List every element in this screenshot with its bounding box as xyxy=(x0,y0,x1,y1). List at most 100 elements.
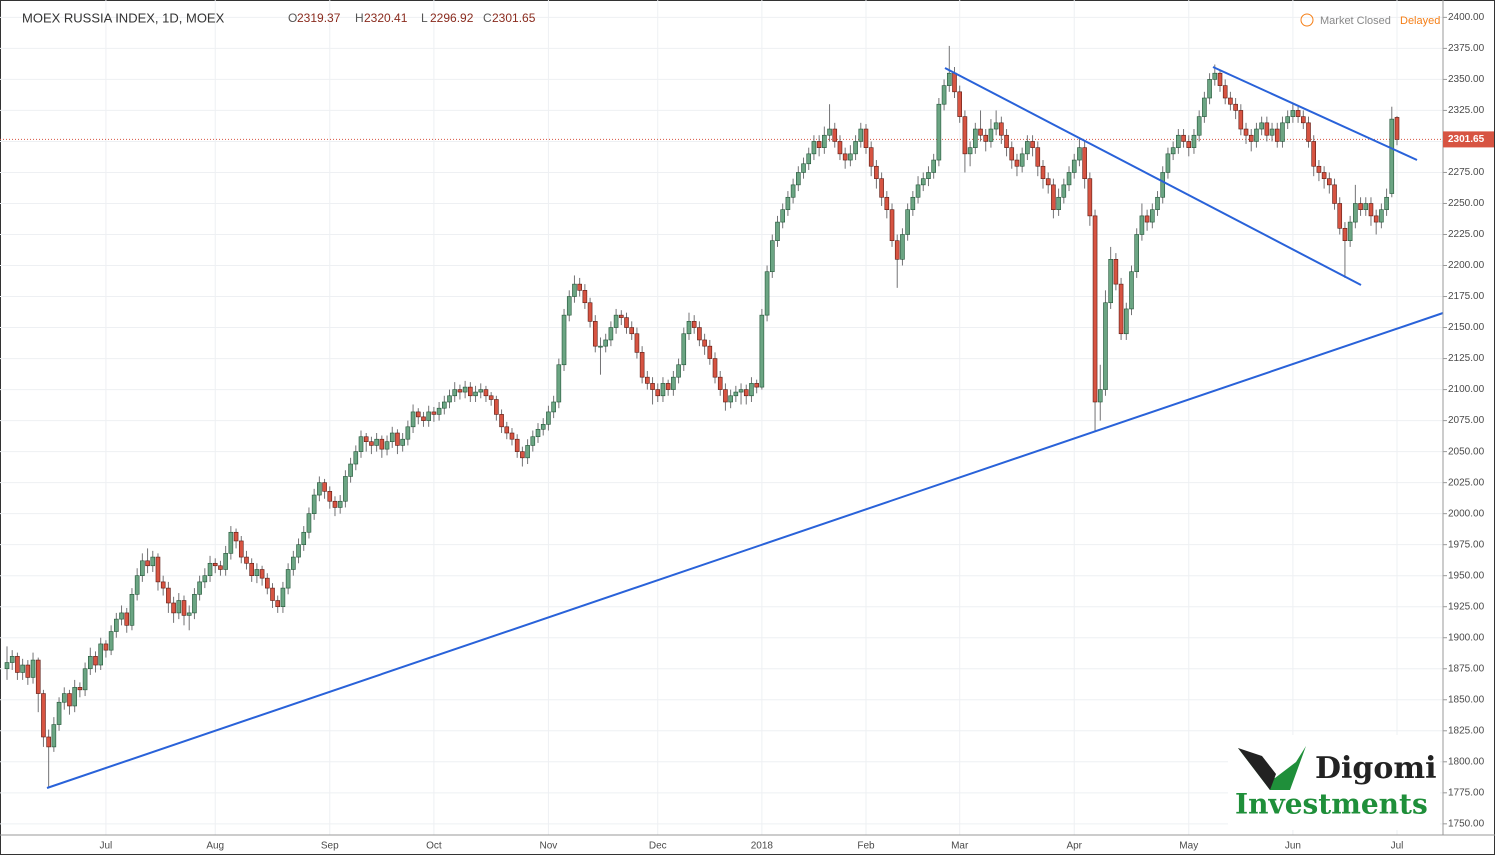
candle-body xyxy=(20,664,25,673)
candle-body xyxy=(1233,103,1238,111)
candle-body xyxy=(629,327,635,335)
candle-body xyxy=(369,441,374,446)
candle-body xyxy=(343,476,348,502)
candle-body xyxy=(1259,122,1264,130)
candle-body xyxy=(973,128,978,148)
candle-body xyxy=(520,451,525,459)
candle-body xyxy=(353,451,359,465)
logo: Digomi Investments xyxy=(1228,735,1440,830)
candle-body xyxy=(1207,79,1212,99)
x-tick-label: May xyxy=(1179,841,1198,852)
logo-bg xyxy=(1228,735,1440,830)
candle-body xyxy=(551,401,556,413)
candle-body xyxy=(566,296,572,316)
candle-body xyxy=(655,389,661,397)
candle-body xyxy=(98,643,104,666)
symbol: MOEX RUSSIA INDEX, 1D, MOEX xyxy=(22,10,225,25)
candle-body xyxy=(1212,72,1218,80)
candle-body xyxy=(775,221,780,241)
y-tick-label: 2200.00 xyxy=(1448,260,1485,271)
candle-body xyxy=(1384,196,1389,210)
candle-body xyxy=(317,482,322,496)
status-icon xyxy=(1300,13,1314,27)
candle-body xyxy=(1056,196,1061,210)
candle-body xyxy=(587,302,593,322)
candle-body xyxy=(785,196,791,210)
candle-body xyxy=(946,72,952,86)
status: Market Closed Delayed xyxy=(1300,13,1440,27)
candle-body xyxy=(72,687,77,707)
candle-body xyxy=(1170,147,1176,155)
candle-body xyxy=(1108,259,1113,304)
candle-body xyxy=(400,438,405,446)
candle-body xyxy=(488,395,494,400)
candle-body xyxy=(1097,389,1103,403)
y-tick-label: 2225.00 xyxy=(1448,229,1485,240)
candle-body xyxy=(691,321,697,328)
candle-body xyxy=(1347,221,1353,241)
y-tick-label: 2250.00 xyxy=(1448,198,1485,209)
candle-body xyxy=(395,432,400,446)
candle-body xyxy=(218,565,223,570)
candle-body xyxy=(577,283,582,291)
candle-body xyxy=(1311,141,1317,167)
candle-body xyxy=(15,656,20,673)
candle-body xyxy=(842,153,848,161)
candle-body xyxy=(931,159,936,173)
candle-body xyxy=(1118,283,1124,335)
candle-body xyxy=(327,491,333,502)
candle-body xyxy=(228,531,234,554)
candle-body xyxy=(270,587,275,601)
y-tick-label: 2100.00 xyxy=(1448,384,1485,395)
candle-body xyxy=(1035,147,1041,167)
candle-body xyxy=(743,389,749,397)
candle-body xyxy=(624,317,629,328)
ohlc-value: 2296.92 xyxy=(430,11,474,25)
candle-body xyxy=(738,389,744,393)
candle-body xyxy=(181,600,187,616)
x-tick-label: Aug xyxy=(206,841,224,852)
candle-body xyxy=(983,134,989,142)
candle-body xyxy=(650,383,655,390)
candle-body xyxy=(207,562,213,576)
y-tick-label: 2275.00 xyxy=(1448,167,1485,178)
candle-body xyxy=(285,569,291,589)
candle-body xyxy=(212,562,218,567)
candle-body xyxy=(905,209,910,235)
y-tick-label: 1925.00 xyxy=(1448,601,1485,612)
candle-body xyxy=(1181,134,1186,142)
candle-body xyxy=(82,668,88,691)
candle-body xyxy=(348,463,353,477)
candle-body xyxy=(978,128,983,136)
candle-body xyxy=(87,656,93,670)
candle-body xyxy=(280,587,286,608)
candle-body xyxy=(35,659,41,694)
candle-body xyxy=(25,664,31,678)
candle-body xyxy=(967,147,973,155)
logo-body xyxy=(1238,748,1276,790)
candle-body xyxy=(754,383,759,388)
candle-body xyxy=(1196,116,1202,136)
candle-body xyxy=(1321,172,1327,179)
candle-body xyxy=(572,283,577,297)
candle-body xyxy=(1150,209,1155,223)
candle-body xyxy=(415,411,421,418)
candle-body xyxy=(1123,308,1129,335)
candle-body xyxy=(712,358,718,378)
candle-body xyxy=(759,314,765,388)
candle-body xyxy=(1238,110,1244,130)
candle-body xyxy=(1186,141,1192,148)
candle-body xyxy=(868,147,874,167)
candle-body xyxy=(546,411,551,425)
candle-body xyxy=(1134,234,1140,273)
channel-line xyxy=(944,67,1362,286)
candle-body xyxy=(384,441,390,450)
candle-body xyxy=(702,339,707,347)
y-tick-label: 2175.00 xyxy=(1448,291,1485,302)
candle-body xyxy=(134,575,140,595)
candle-body xyxy=(952,72,957,93)
candle-body xyxy=(129,594,135,626)
candle-body xyxy=(1082,147,1087,179)
candle-body xyxy=(1248,134,1254,142)
